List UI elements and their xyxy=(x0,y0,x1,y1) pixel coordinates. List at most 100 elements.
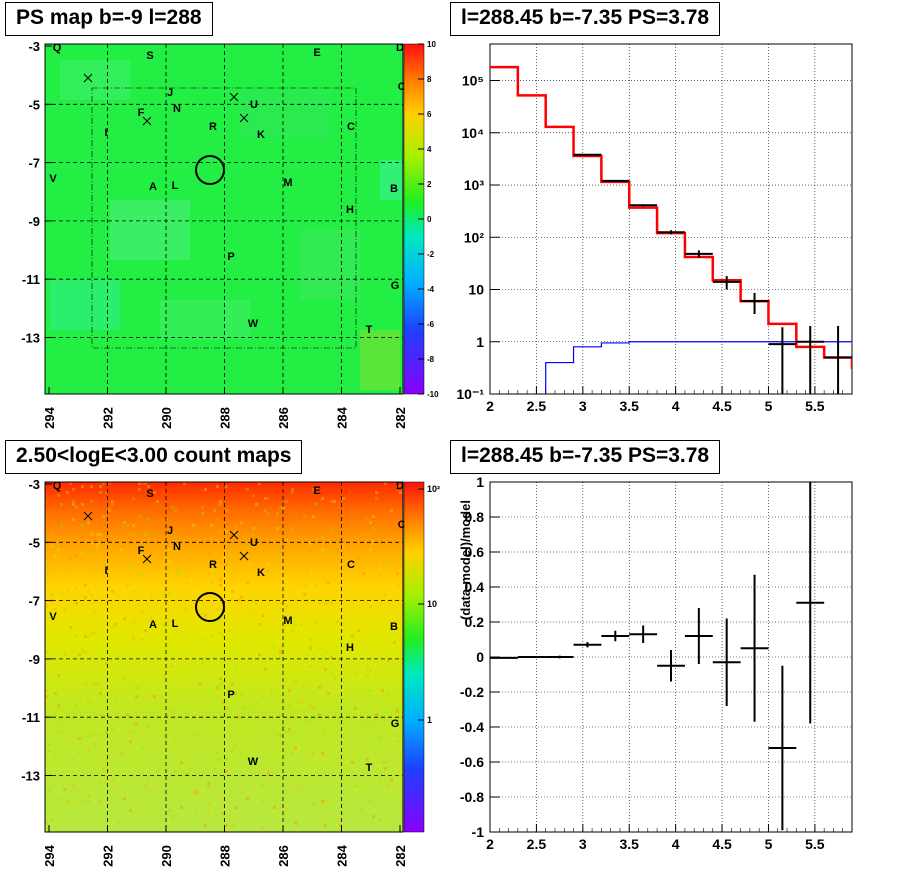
count-pixel xyxy=(291,527,294,530)
count-pixel xyxy=(57,548,60,551)
source-label: S xyxy=(146,50,153,62)
count-pixel xyxy=(246,545,249,548)
count-pixel xyxy=(279,815,282,818)
count-pixel xyxy=(390,542,393,545)
source-label: F xyxy=(138,545,145,557)
count-pixel xyxy=(285,500,288,503)
count-pixel xyxy=(246,554,249,557)
count-pixel xyxy=(330,551,333,554)
count-pixel xyxy=(342,773,345,776)
count-pixel xyxy=(138,488,141,491)
count-pixel xyxy=(141,611,144,614)
count-pixel xyxy=(303,515,306,518)
count-pixel xyxy=(378,764,381,767)
count-pixel xyxy=(54,554,57,557)
count-pixel xyxy=(225,827,228,830)
y-tick-label: 1 xyxy=(476,334,484,350)
spectrum-axes: 2 2.5 3 3.5 4 4.5 5 5.5 10⁻¹ 1 10 10² 10³ 10⁴ 10⁵ xyxy=(456,73,853,414)
map-x-tick-label: 290 xyxy=(159,407,174,429)
count-pixel xyxy=(216,503,219,506)
count-pixel xyxy=(45,560,48,563)
x-tick-label: 5.5 xyxy=(805,836,825,852)
count-pixel xyxy=(108,776,111,779)
count-pixel xyxy=(159,725,162,728)
x-tick-label: 2.5 xyxy=(527,398,547,414)
count-pixel xyxy=(135,722,138,725)
count-pixel xyxy=(141,545,144,548)
count-pixel xyxy=(291,491,294,494)
count-pixel xyxy=(309,719,312,722)
count-pixel xyxy=(153,491,156,494)
count-pixel xyxy=(108,482,111,485)
count-pixel xyxy=(87,800,90,803)
count-pixel xyxy=(327,728,330,731)
map-y-tick-label: -5 xyxy=(28,97,40,112)
count-pixel xyxy=(45,605,48,608)
count-pixel xyxy=(45,821,48,824)
count-pixel xyxy=(399,485,402,488)
count-pixel xyxy=(108,506,111,509)
source-label: W xyxy=(248,318,259,330)
count-pixel xyxy=(375,713,378,716)
count-pixel xyxy=(93,698,96,701)
count-pixel xyxy=(309,704,312,707)
count-pixel xyxy=(222,782,225,785)
count-pixel xyxy=(141,638,144,641)
residual-point-errorbar xyxy=(545,655,574,659)
colorbar-tick-label: -6 xyxy=(427,320,435,329)
count-pixel xyxy=(90,560,93,563)
count-pixel xyxy=(177,572,180,575)
count-pixel xyxy=(375,701,378,704)
count-pixel xyxy=(378,818,381,821)
count-pixel xyxy=(51,824,54,827)
source-label: H xyxy=(346,204,354,216)
count-pixel xyxy=(339,689,342,692)
count-pixel xyxy=(48,755,51,758)
count-pixel xyxy=(93,611,96,614)
source-label: A xyxy=(149,619,157,631)
count-pixel xyxy=(381,587,384,590)
count-pixel xyxy=(183,794,186,797)
count-pixel xyxy=(78,701,81,704)
count-pixel xyxy=(81,485,84,488)
count-pixel xyxy=(279,653,282,656)
count-pixel xyxy=(93,584,96,587)
count-pixel xyxy=(237,599,240,602)
source-label: J xyxy=(167,525,173,537)
x-tick-label: 3.5 xyxy=(619,398,639,414)
count-pixel xyxy=(381,587,384,590)
count-pixel xyxy=(294,821,297,824)
count-pixel xyxy=(219,503,222,506)
count-pixel xyxy=(210,569,213,572)
count-pixel xyxy=(375,491,378,494)
count-pixel xyxy=(147,518,150,521)
count-pixel xyxy=(249,704,252,707)
count-pixel xyxy=(69,626,72,629)
count-pixel xyxy=(309,740,312,743)
source-cross-marker xyxy=(229,530,239,540)
count-pixel xyxy=(324,650,327,653)
source-label: U xyxy=(250,99,258,111)
count-pixel xyxy=(72,503,75,506)
count-pixel xyxy=(54,668,57,671)
count-pixel xyxy=(132,620,135,623)
source-cross-marker xyxy=(83,511,93,521)
count-pixel xyxy=(354,707,357,710)
count-pixel xyxy=(261,785,264,788)
source-cross-marker xyxy=(239,113,249,123)
count-pixel xyxy=(174,509,177,512)
count-pixel xyxy=(126,584,129,587)
count-pixel xyxy=(120,548,123,551)
y-tick-label: 10⁴ xyxy=(462,125,485,141)
count-pixel xyxy=(93,650,96,653)
source-label: L xyxy=(172,618,179,630)
count-pixel xyxy=(396,485,399,488)
count-pixel xyxy=(186,518,189,521)
count-pixel xyxy=(318,653,321,656)
count-pixel xyxy=(177,659,180,662)
count-pixel xyxy=(78,752,81,755)
count-pixel xyxy=(363,572,366,575)
count-pixel xyxy=(141,572,144,575)
count-pixel xyxy=(231,572,234,575)
count-pixel xyxy=(291,773,294,776)
